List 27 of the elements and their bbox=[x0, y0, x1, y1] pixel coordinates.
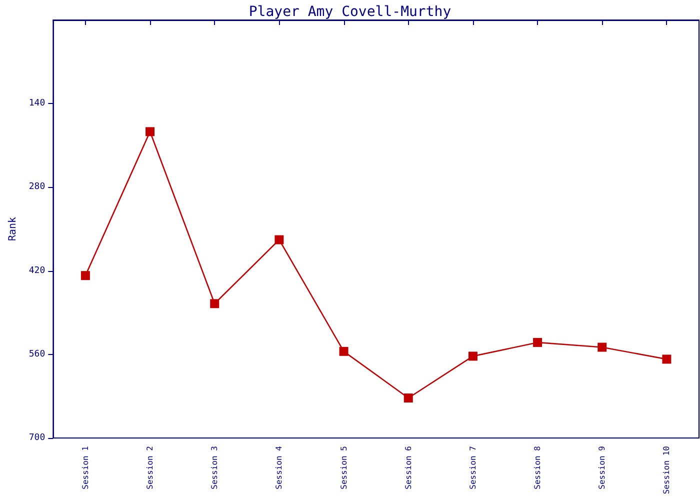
x-tick-label: Session 6 bbox=[404, 446, 413, 490]
point bbox=[533, 338, 542, 347]
x-tick-label: Session 4 bbox=[274, 446, 284, 490]
y-tick-label: 420 bbox=[28, 266, 46, 276]
x-tick-label: Session 3 bbox=[210, 446, 220, 490]
x-tick-label: Session 2 bbox=[146, 446, 155, 490]
point bbox=[404, 393, 413, 402]
point bbox=[598, 342, 607, 352]
x-tick-label: Session 1 bbox=[80, 446, 90, 490]
x-tick-label: Session 7 bbox=[468, 446, 478, 490]
x-tick-label: Session 9 bbox=[598, 446, 607, 490]
chart-title: Player Amy Covell-Murthy bbox=[248, 4, 452, 20]
point bbox=[468, 352, 478, 361]
point bbox=[210, 299, 220, 308]
point bbox=[80, 271, 90, 280]
point bbox=[339, 346, 348, 356]
y-tick-label: 560 bbox=[28, 349, 46, 360]
x-tick-label: Session 10 bbox=[662, 446, 672, 494]
x-tick-label: Session 8 bbox=[533, 446, 542, 490]
y-axis-title: Rank bbox=[8, 216, 18, 242]
y-tick-label: 700 bbox=[28, 433, 46, 443]
x-tick-label: Session 5 bbox=[339, 446, 348, 490]
point bbox=[662, 354, 672, 364]
point bbox=[146, 127, 155, 136]
y-tick-label: 280 bbox=[28, 182, 46, 192]
point bbox=[274, 235, 284, 244]
y-tick-label: 140 bbox=[28, 98, 46, 109]
